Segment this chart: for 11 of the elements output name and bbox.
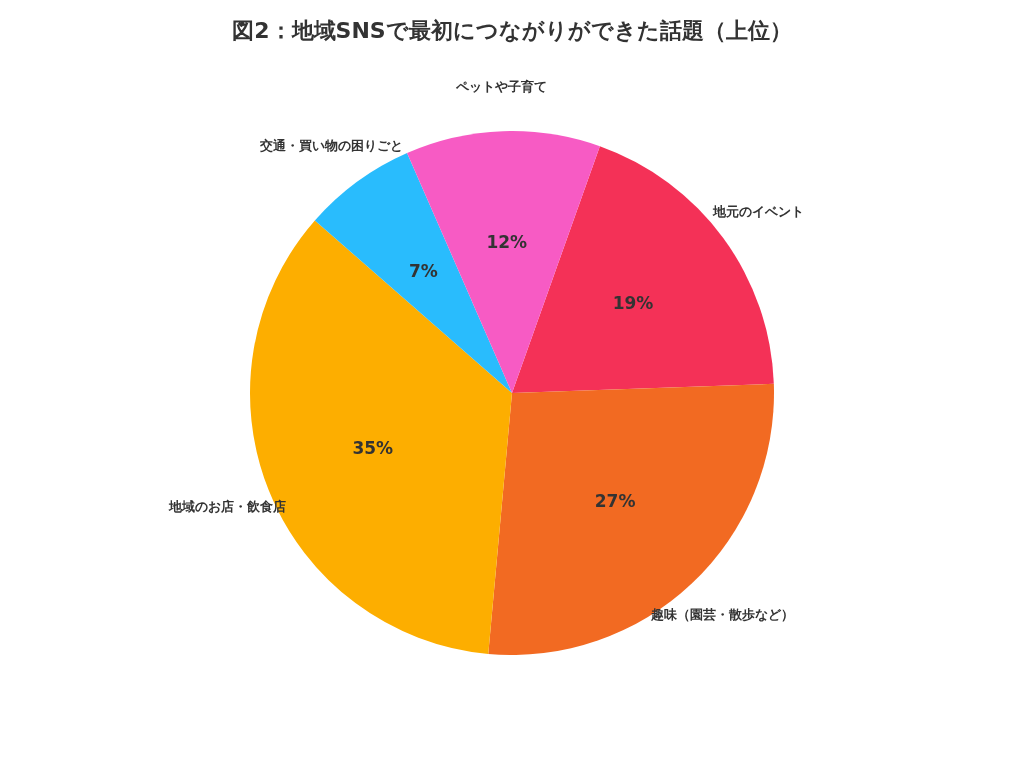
slice-label: 趣味（園芸・散歩など） bbox=[649, 607, 794, 623]
data-label: 19% bbox=[612, 293, 654, 314]
data-label: 12% bbox=[486, 232, 528, 253]
data-label: 7% bbox=[408, 260, 438, 281]
slice-label: 交通・買い物の困りごと bbox=[258, 138, 403, 154]
data-label: 27% bbox=[594, 490, 636, 511]
pie-slice bbox=[407, 131, 600, 393]
slice-label: 地元のイベント bbox=[712, 204, 805, 220]
chart-title: 図2：地域SNSで最初につながりができた話題（上位） bbox=[232, 18, 792, 43]
slice-label: ペットや子育て bbox=[454, 79, 547, 95]
data-label: 35% bbox=[352, 437, 394, 458]
